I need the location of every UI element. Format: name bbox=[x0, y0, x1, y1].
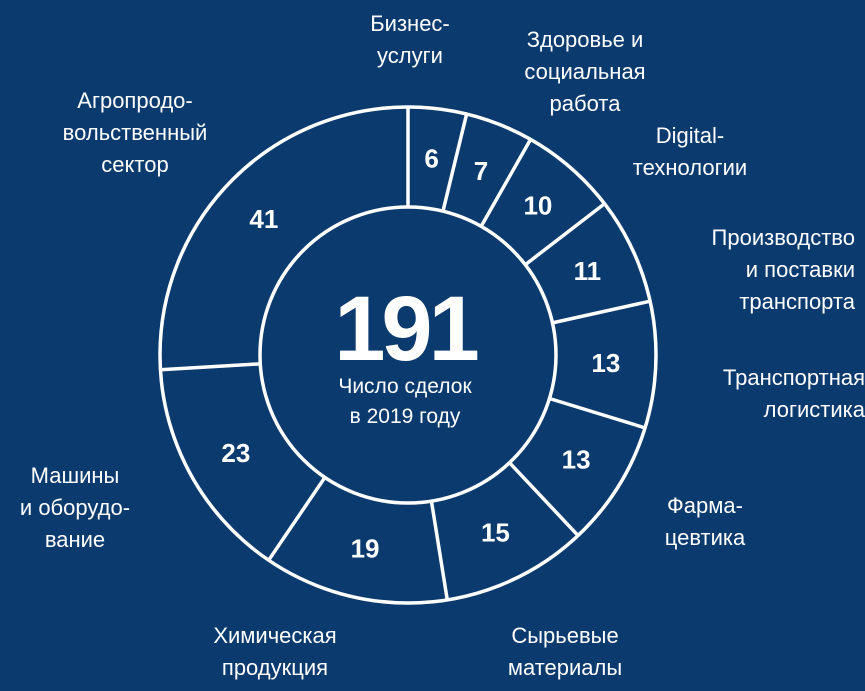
category-label: Транспортная логистика bbox=[722, 365, 865, 422]
segment-divider bbox=[479, 138, 533, 228]
data-label: 15 bbox=[481, 518, 510, 548]
center-label: в 2019 году bbox=[350, 405, 461, 428]
data-label: 6 bbox=[424, 143, 438, 173]
category-label: Производство и поставки транспорта bbox=[711, 225, 855, 314]
segment-divider bbox=[429, 500, 450, 601]
segment-divider bbox=[552, 299, 651, 325]
center-value: 191 bbox=[334, 278, 477, 380]
segment-divider bbox=[267, 476, 327, 562]
data-label: 13 bbox=[562, 445, 591, 475]
data-label: 10 bbox=[523, 191, 552, 221]
data-label: 19 bbox=[351, 533, 380, 563]
segment-divider bbox=[508, 461, 580, 537]
data-label: 7 bbox=[474, 156, 488, 186]
category-label: Машины и оборудо- вание bbox=[19, 463, 131, 552]
segment-divider bbox=[524, 202, 606, 267]
segment-divider bbox=[160, 362, 261, 372]
category-label: Бизнес- услуги bbox=[370, 11, 450, 68]
category-label: Химическая продукция bbox=[213, 623, 337, 680]
data-label: 13 bbox=[591, 348, 620, 378]
center-label: Число сделок bbox=[338, 375, 472, 398]
category-label: Digital- технологии bbox=[632, 123, 748, 180]
data-label: 11 bbox=[574, 256, 602, 286]
segment-divider bbox=[441, 113, 469, 212]
data-label: 23 bbox=[221, 438, 250, 468]
data-label: 41 bbox=[249, 204, 278, 234]
category-label: Фарма- цевтика bbox=[664, 493, 746, 550]
category-label: Агропродо- вольственный сектор bbox=[62, 88, 208, 177]
category-label: Здоровье и социальная работа bbox=[524, 27, 646, 116]
segment-divider bbox=[548, 396, 646, 430]
category-label: Сырьевые материалы bbox=[507, 623, 623, 680]
